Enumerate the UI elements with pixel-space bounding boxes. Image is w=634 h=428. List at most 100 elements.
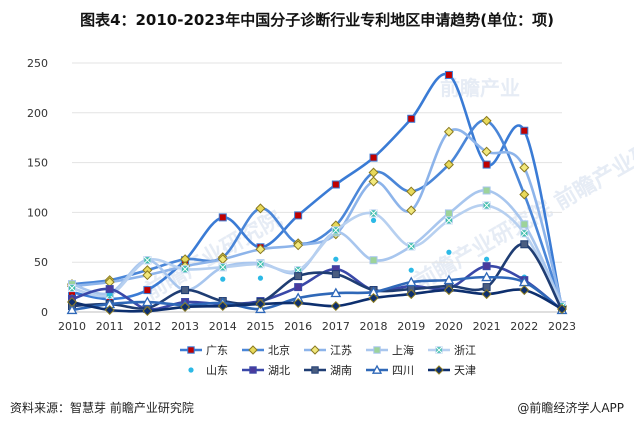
x-tick-label: 2020 xyxy=(435,320,463,333)
data-point xyxy=(187,346,195,354)
x-tick-label: 2022 xyxy=(510,320,538,333)
y-axis-ticks: 0 50 100 150 200 250 xyxy=(27,57,48,319)
series-group xyxy=(66,70,568,317)
data-point xyxy=(482,262,491,271)
data-point xyxy=(218,213,227,222)
data-point xyxy=(181,286,190,295)
data-point xyxy=(310,345,320,355)
data-point xyxy=(482,186,491,195)
data-point xyxy=(482,160,491,169)
y-tick-label: 0 xyxy=(41,306,48,319)
data-point xyxy=(188,367,194,373)
data-point xyxy=(294,272,303,281)
y-tick-label: 50 xyxy=(34,256,48,269)
data-point xyxy=(484,256,490,262)
legend-item: 天津 xyxy=(428,364,476,377)
data-point xyxy=(444,70,453,79)
legend-label: 上海 xyxy=(392,343,414,357)
legend-item: 广东 xyxy=(180,344,228,357)
data-point xyxy=(369,256,378,265)
data-point xyxy=(556,304,568,315)
legend-label: 湖北 xyxy=(268,364,290,377)
data-point xyxy=(330,287,342,298)
legend-label: 四川 xyxy=(392,364,414,377)
legend-label: 江苏 xyxy=(330,344,352,357)
data-point xyxy=(405,276,417,287)
data-point xyxy=(406,289,417,300)
x-tick-label: 2018 xyxy=(360,320,388,333)
data-point xyxy=(257,275,264,281)
data-point xyxy=(481,146,492,157)
data-point xyxy=(519,285,530,296)
data-point xyxy=(406,186,417,197)
data-point xyxy=(520,240,529,249)
data-point-cross xyxy=(435,346,443,354)
data-point xyxy=(519,189,530,200)
data-point xyxy=(311,366,319,374)
data-point xyxy=(443,159,454,170)
y-tick-label: 250 xyxy=(27,57,48,70)
data-point xyxy=(143,286,152,295)
data-point xyxy=(333,256,339,262)
data-point xyxy=(444,209,453,218)
y-tick-label: 200 xyxy=(27,107,48,120)
data-point-cross xyxy=(68,284,76,292)
x-tick-label: 2010 xyxy=(58,320,86,333)
data-point-cross xyxy=(369,209,378,218)
legend-item: 山东 xyxy=(188,364,228,377)
data-point-cross xyxy=(218,263,227,272)
legend-item: 四川 xyxy=(366,364,414,377)
legend-label: 浙江 xyxy=(454,344,476,357)
series-天津 xyxy=(66,285,568,317)
data-point xyxy=(249,366,257,374)
data-point xyxy=(443,285,454,296)
data-point xyxy=(255,299,266,310)
legend-item: 湖北 xyxy=(242,364,290,377)
legend-item: 湖南 xyxy=(304,364,352,377)
data-point xyxy=(142,270,153,281)
data-point xyxy=(519,162,530,173)
watermark-text: 前瞻产业研究院 xyxy=(140,206,286,306)
data-point xyxy=(443,126,454,137)
data-point xyxy=(255,244,266,255)
data-point-cross xyxy=(143,256,152,265)
data-point xyxy=(369,153,378,162)
data-point xyxy=(180,302,191,313)
y-tick-label: 100 xyxy=(27,206,48,219)
data-point xyxy=(373,346,381,354)
data-point xyxy=(481,115,492,126)
x-tick-label: 2012 xyxy=(133,320,161,333)
data-point xyxy=(294,211,303,220)
data-point-cross xyxy=(445,216,453,225)
data-point xyxy=(434,365,444,375)
y-tick-label: 150 xyxy=(27,157,48,170)
data-point-cross xyxy=(331,226,340,235)
data-point xyxy=(105,285,114,294)
data-point xyxy=(255,203,266,214)
data-point xyxy=(408,267,414,273)
legend-item: 上海 xyxy=(366,343,414,357)
legend-label: 山东 xyxy=(206,364,228,377)
data-point-cross xyxy=(520,229,529,238)
x-tick-label: 2021 xyxy=(473,320,501,333)
data-point xyxy=(481,289,492,300)
legend-label: 北京 xyxy=(268,343,290,357)
legend-label: 湖南 xyxy=(330,364,352,377)
legend-item: 浙江 xyxy=(428,344,476,357)
legend-label: 广东 xyxy=(206,344,228,357)
data-point xyxy=(331,180,340,189)
data-point xyxy=(446,249,452,255)
data-point xyxy=(330,301,341,312)
data-point xyxy=(293,240,304,251)
brand-text: @前瞻经济学人APP xyxy=(517,401,624,415)
data-point-cross xyxy=(181,265,189,274)
x-tick-label: 2013 xyxy=(171,320,199,333)
data-point xyxy=(66,297,78,308)
data-point xyxy=(220,276,226,282)
data-point xyxy=(141,296,153,307)
data-point xyxy=(520,220,529,229)
data-point xyxy=(443,274,455,285)
data-point xyxy=(407,114,416,123)
